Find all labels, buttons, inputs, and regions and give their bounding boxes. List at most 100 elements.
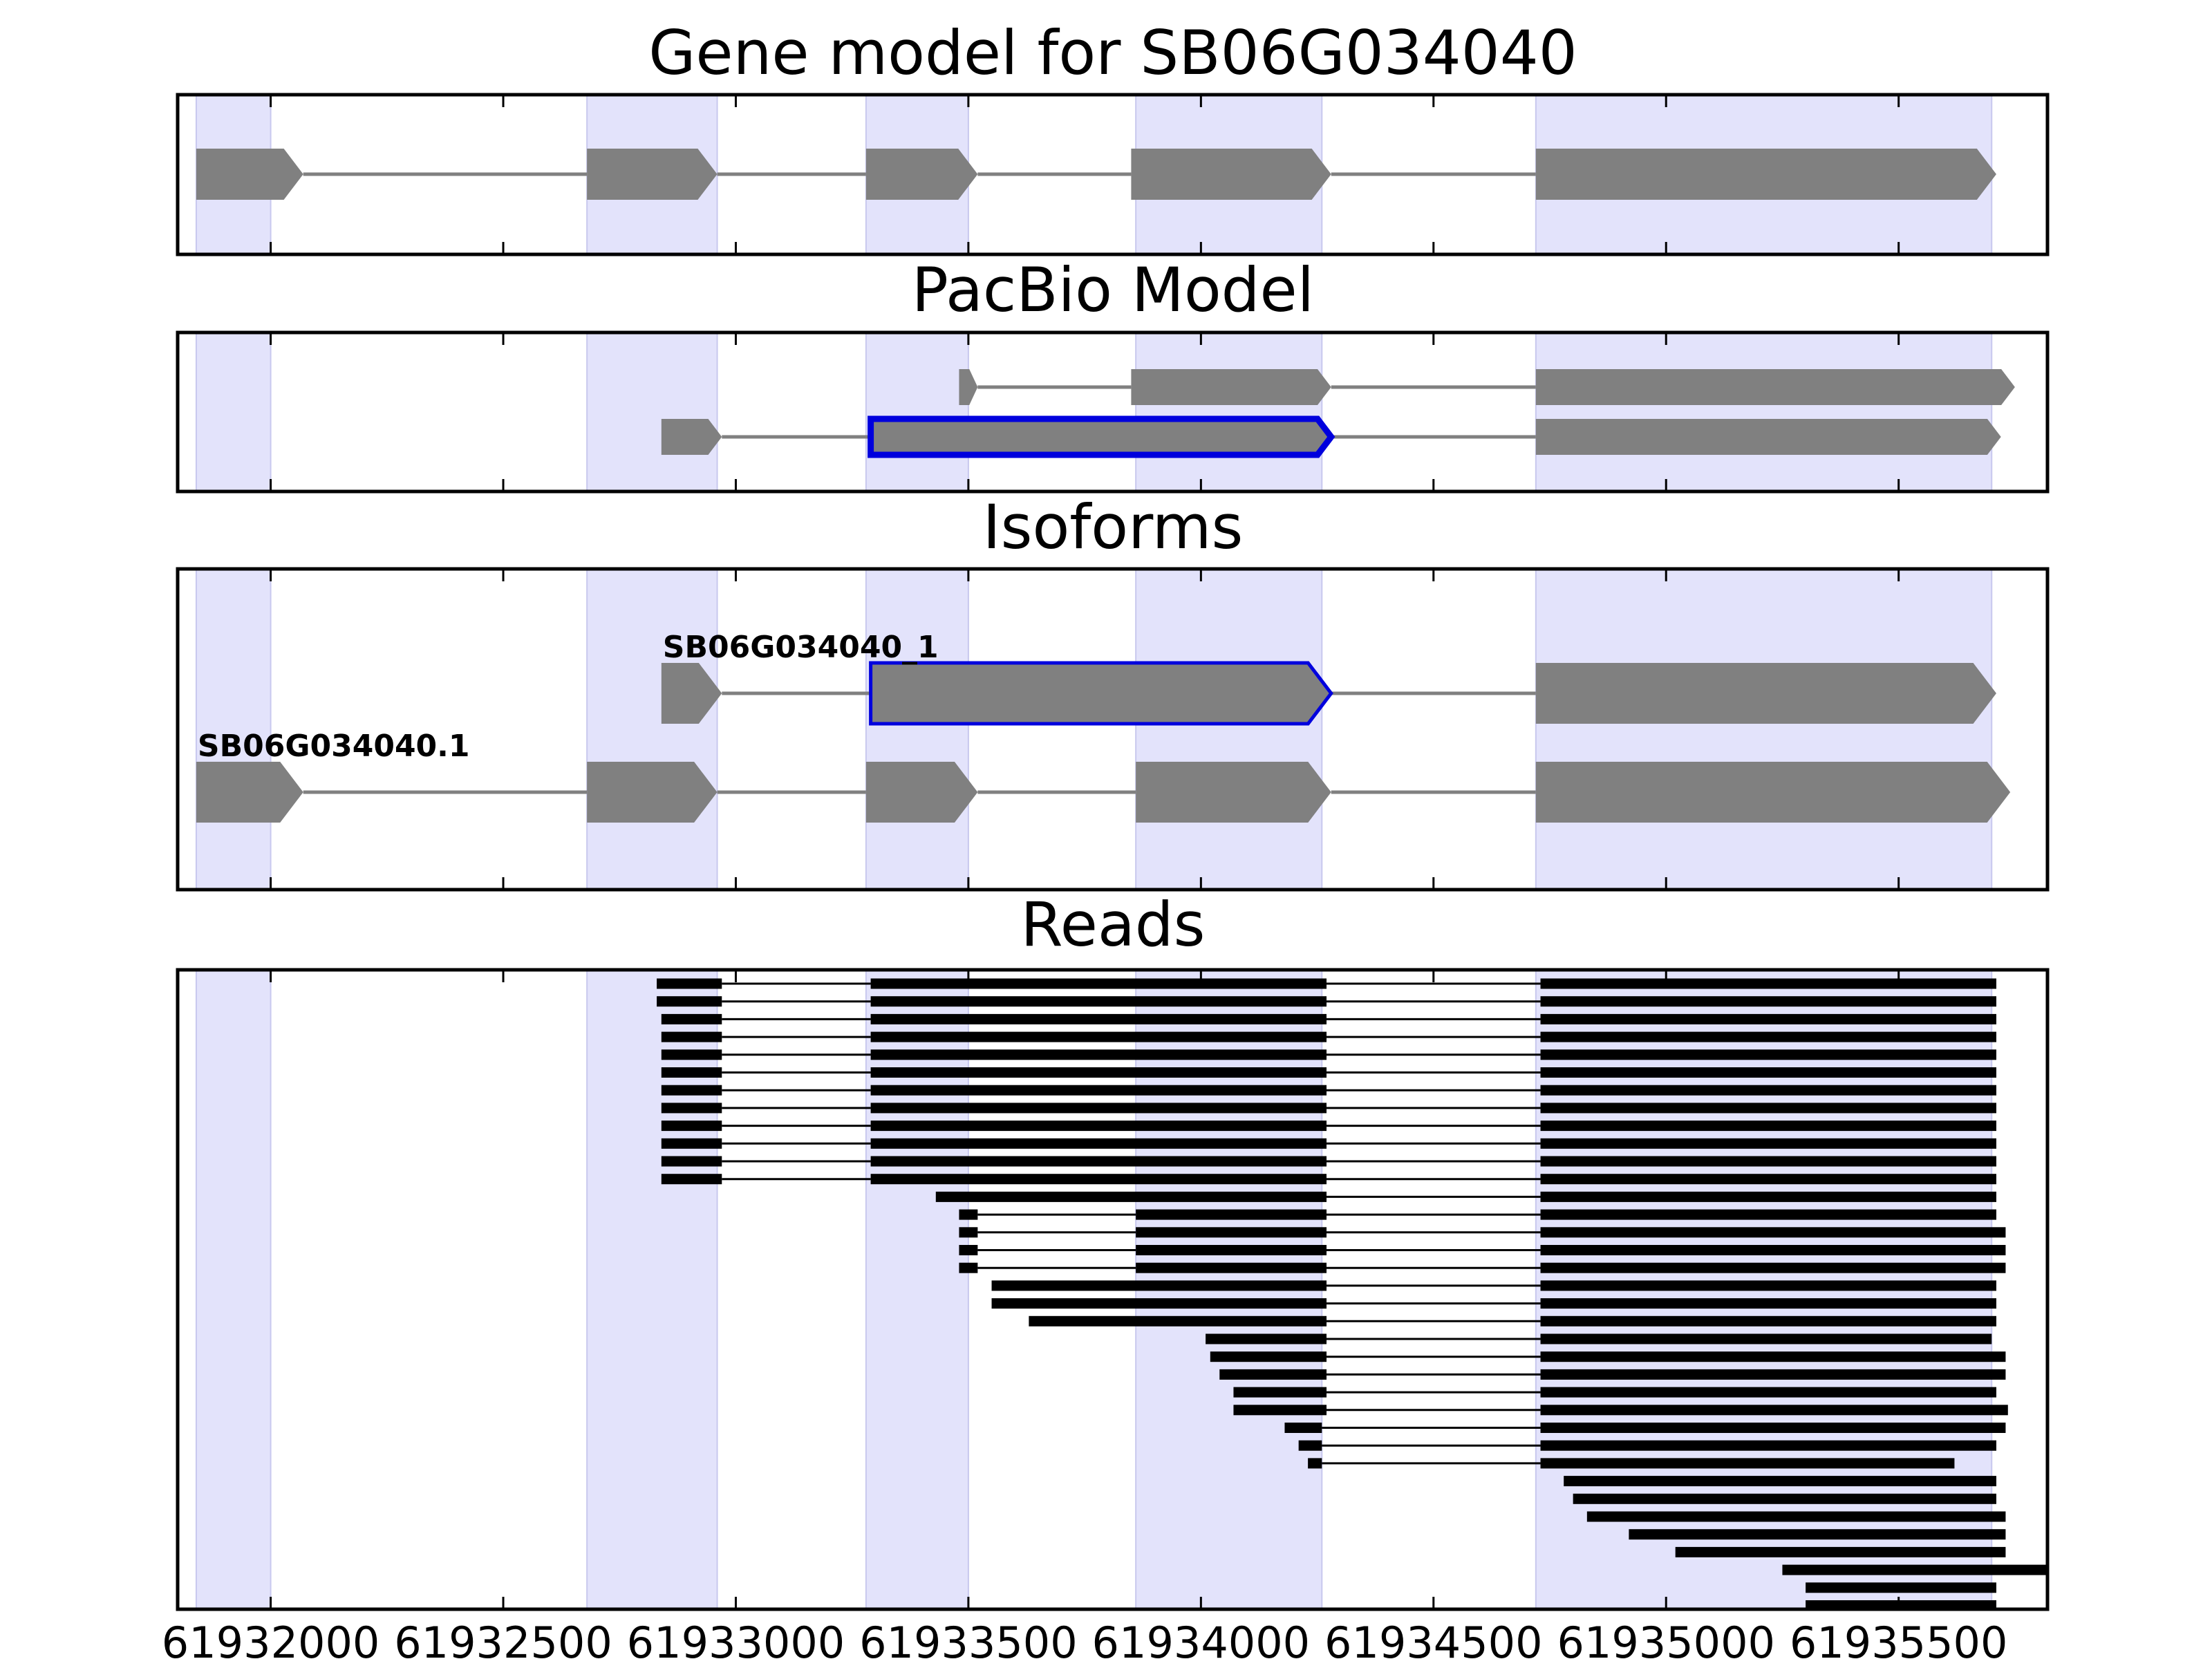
read-block: [1298, 1440, 1322, 1451]
isoforms-panel: Isoforms SB06G034040_1 SB06G034040.1: [176, 491, 2050, 892]
highlight-band: [1535, 568, 1993, 890]
read-block: [1782, 1564, 2047, 1575]
read-row: [1806, 1582, 1996, 1593]
read-block: [1540, 1156, 1996, 1167]
read-block: [1540, 1351, 2006, 1362]
x-axis: 61932000 61932500 61933000 61933500 61934000…: [162, 1618, 2008, 1659]
read-block: [991, 1298, 1327, 1309]
read-block: [657, 978, 722, 989]
exon-block: [865, 762, 978, 823]
transcript-row: [959, 369, 2015, 405]
x-tick-label: 61934500: [1324, 1618, 1543, 1659]
read-block: [1540, 1262, 2006, 1273]
read-block: [1586, 1511, 2006, 1522]
read-row: [991, 1298, 1996, 1309]
read-row: [1210, 1351, 2006, 1362]
selected-exon: [868, 415, 1335, 458]
exon-block: [959, 369, 978, 405]
read-block: [870, 1138, 1327, 1149]
read-block: [870, 996, 1327, 1007]
read-row: [1298, 1440, 1996, 1451]
read-row: [1629, 1529, 2006, 1540]
read-block: [870, 1049, 1327, 1060]
read-block: [1540, 1458, 1955, 1469]
read-block: [870, 1103, 1327, 1114]
gene-model-title: Gene model for SB06G034040: [648, 17, 1577, 88]
read-row: [1675, 1546, 2006, 1557]
read-block: [1233, 1405, 1327, 1416]
read-block: [1564, 1476, 1996, 1487]
exon-block: [1535, 762, 2011, 823]
read-row: [991, 1280, 1996, 1291]
read-block: [991, 1280, 1327, 1291]
read-block: [1540, 1191, 1996, 1202]
read-block: [657, 996, 722, 1007]
reads-panel: Reads: [176, 889, 2050, 1611]
x-tick-label: 61935000: [1557, 1618, 1775, 1659]
exon-block: [865, 149, 978, 200]
read-row: [1782, 1564, 2047, 1575]
transcript-row: SB06G034040_1: [661, 630, 1996, 726]
read-block: [1540, 978, 1996, 989]
highlight-band: [865, 332, 969, 492]
isoforms-title: Isoforms: [983, 491, 1244, 563]
exon-block: [1136, 762, 1331, 823]
read-row: [959, 1245, 2006, 1255]
x-tick-label: 61933500: [859, 1618, 1078, 1659]
read-block: [1573, 1493, 1996, 1504]
read-block: [661, 1031, 722, 1042]
highlight-band: [865, 568, 969, 890]
read-block: [1219, 1369, 1327, 1380]
exon-block: [1535, 369, 2015, 405]
highlight-band: [1135, 568, 1323, 890]
exon-block: [1131, 369, 1331, 405]
exon-block: [1535, 149, 1996, 200]
read-block: [959, 1262, 978, 1273]
reads-title: Reads: [1021, 889, 1206, 960]
exon-block: [1131, 149, 1331, 200]
read-row: [1233, 1405, 2008, 1416]
read-block: [1136, 1209, 1327, 1220]
read-block: [870, 1031, 1327, 1042]
read-row: [661, 1085, 1996, 1096]
highlight-band: [865, 969, 969, 1610]
read-block: [1806, 1582, 1996, 1593]
read-block: [1540, 1245, 2006, 1255]
pacbio-model-title: PacBio Model: [912, 254, 1314, 326]
read-block: [1540, 1138, 1996, 1149]
isoform-label: SB06G034040_1: [663, 630, 939, 665]
isoform-label: SB06G034040.1: [198, 729, 470, 764]
read-row: [661, 1138, 1996, 1149]
panel-frame: [176, 567, 2050, 892]
read-block: [1540, 1085, 1996, 1096]
read-block: [1136, 1227, 1327, 1238]
highlight-band: [195, 969, 272, 1610]
read-block: [870, 1156, 1327, 1167]
read-row: [1284, 1423, 2006, 1433]
read-row: [959, 1262, 2006, 1273]
transcript-row: SB06G034040.1: [196, 729, 2011, 823]
read-block: [1540, 1209, 1996, 1220]
read-block: [661, 1121, 722, 1132]
read-block: [1540, 1067, 1996, 1078]
read-block: [935, 1191, 1327, 1202]
read-row: [661, 1103, 1996, 1114]
read-block: [1540, 996, 1996, 1007]
transcript-row: [661, 415, 2001, 458]
read-block: [1540, 1440, 1996, 1451]
read-row: [657, 978, 1996, 989]
exon-block: [1535, 419, 2001, 455]
read-block: [661, 1138, 722, 1149]
read-block: [1206, 1333, 1327, 1344]
read-row: [1573, 1493, 1996, 1504]
read-block: [661, 1085, 722, 1096]
highlight-band: [586, 969, 718, 1610]
panel-frame: [176, 968, 2050, 1611]
read-row: [661, 1174, 1996, 1185]
read-block: [1308, 1458, 1322, 1469]
read-row: [935, 1191, 1996, 1202]
gene-model-panel: Gene model for SB06G034040: [176, 17, 2050, 256]
read-row: [661, 1013, 1996, 1024]
highlight-band: [195, 332, 272, 492]
selected-exon: [869, 661, 1333, 726]
